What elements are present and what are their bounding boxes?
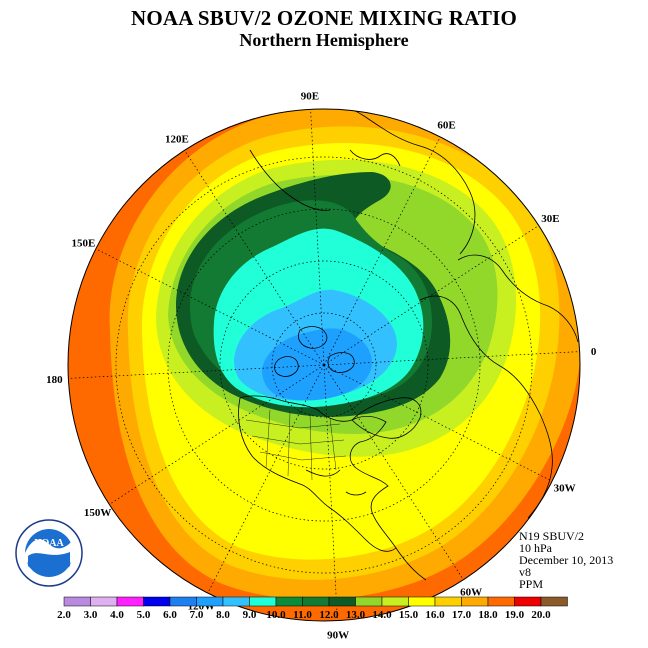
- colorbar-tick-label: 9.0: [243, 609, 257, 621]
- colorbar-swatch: [408, 596, 436, 607]
- meridian-line: [184, 150, 325, 366]
- units-label: PPM: [519, 577, 544, 591]
- longitude-label: 0: [591, 346, 597, 358]
- colorbar-swatch: [487, 596, 515, 607]
- colorbar-swatch: [249, 596, 277, 607]
- colorbar-swatch: [63, 596, 91, 607]
- colorbar-swatch: [302, 596, 330, 607]
- meridian-line: [323, 364, 464, 580]
- colorbar-swatch: [514, 596, 542, 607]
- longitude-label: 150E: [71, 237, 95, 249]
- satellite-label: N19 SBUV/2: [519, 529, 585, 543]
- state-borders: [245, 409, 347, 481]
- colorbar-swatch: [381, 596, 409, 607]
- latitude-circles: [115, 156, 533, 574]
- colorbar-tick-label: 18.0: [478, 609, 498, 621]
- longitude-label: 150W: [84, 507, 112, 519]
- meridian-line: [95, 248, 325, 366]
- longitude-label: 90E: [301, 90, 319, 102]
- meridian-lines: [68, 109, 580, 621]
- colorbar-swatch: [275, 596, 303, 607]
- longitude-label: 30W: [554, 483, 576, 495]
- colorbar-tick-label: 10.0: [266, 609, 286, 621]
- meridian-line: [323, 364, 553, 482]
- colorbar-swatch: [90, 596, 118, 607]
- colorbar-swatch: [355, 596, 383, 607]
- colorbar-tick-label: 6.0: [163, 609, 177, 621]
- colorbar-tick-label: 17.0: [452, 609, 472, 621]
- colorbar-tick-label: 3.0: [84, 609, 98, 621]
- meridian-line: [323, 136, 441, 366]
- longitude-label: 30E: [541, 213, 559, 225]
- colorbar-tick-label: 2.0: [57, 609, 71, 621]
- longitude-label: 180: [46, 374, 63, 386]
- colorbar-tick-label: 19.0: [505, 609, 525, 621]
- ozone-field: [68, 109, 580, 621]
- meridian-line: [323, 351, 580, 366]
- page-subtitle: Northern Hemisphere: [239, 30, 409, 50]
- colorbar-tick-label: 4.0: [110, 609, 124, 621]
- longitude-label: 120E: [165, 134, 189, 146]
- colorbar-tick-label: 20.0: [531, 609, 551, 621]
- colorbar-tick-label: 14.0: [372, 609, 392, 621]
- colorbar-swatch: [116, 596, 144, 607]
- colorbar-swatch: [143, 596, 171, 607]
- colorbar-swatch: [169, 596, 197, 607]
- longitude-label: 90W: [327, 630, 349, 642]
- meridian-line: [109, 364, 325, 505]
- colorbar-tick-label: 12.0: [319, 609, 339, 621]
- noaa-logo-text: NOAA: [34, 538, 64, 549]
- colorbar-swatch: [196, 596, 224, 607]
- meridian-line: [323, 364, 338, 621]
- colorbar-swatch: [328, 596, 356, 607]
- colorbar: 2.0 3.0 4.0 5.0 6.0 7.0 8.0 9.0 10.0 11.0 12.0 13.0…: [57, 596, 568, 621]
- colorbar-swatch: [461, 596, 489, 607]
- colorbar-swatch: [222, 596, 250, 607]
- date-label: December 10, 2013: [519, 553, 614, 567]
- colorbar-tick-label: 13.0: [346, 609, 366, 621]
- page-title: NOAA SBUV/2 OZONE MIXING RATIO: [131, 6, 517, 30]
- meridian-line: [68, 364, 325, 379]
- colorbar-swatch: [540, 596, 568, 607]
- colorbar-tick-label: 16.0: [425, 609, 445, 621]
- colorbar-tick-label: 8.0: [216, 609, 230, 621]
- colorbar-tick-label: 15.0: [399, 609, 419, 621]
- version-label: v8: [519, 565, 531, 579]
- contour-band-18: [118, 154, 146, 176]
- noaa-logo: NOAA: [15, 519, 83, 587]
- pressure-level-label: 10 hPa: [519, 541, 552, 555]
- meridian-line: [310, 109, 325, 366]
- coastlines: [238, 109, 579, 581]
- meridian-line: [207, 364, 325, 594]
- colorbar-tick-label: 5.0: [137, 609, 151, 621]
- longitude-label: 60W: [460, 586, 482, 598]
- meridian-line: [323, 225, 539, 366]
- map-border: [67, 108, 581, 622]
- longitude-label: 60E: [437, 119, 455, 131]
- colorbar-tick-label: 7.0: [190, 609, 204, 621]
- colorbar-tick-label: 11.0: [293, 609, 312, 621]
- contour-band-8: [262, 328, 372, 401]
- colorbar-swatch: [434, 596, 462, 607]
